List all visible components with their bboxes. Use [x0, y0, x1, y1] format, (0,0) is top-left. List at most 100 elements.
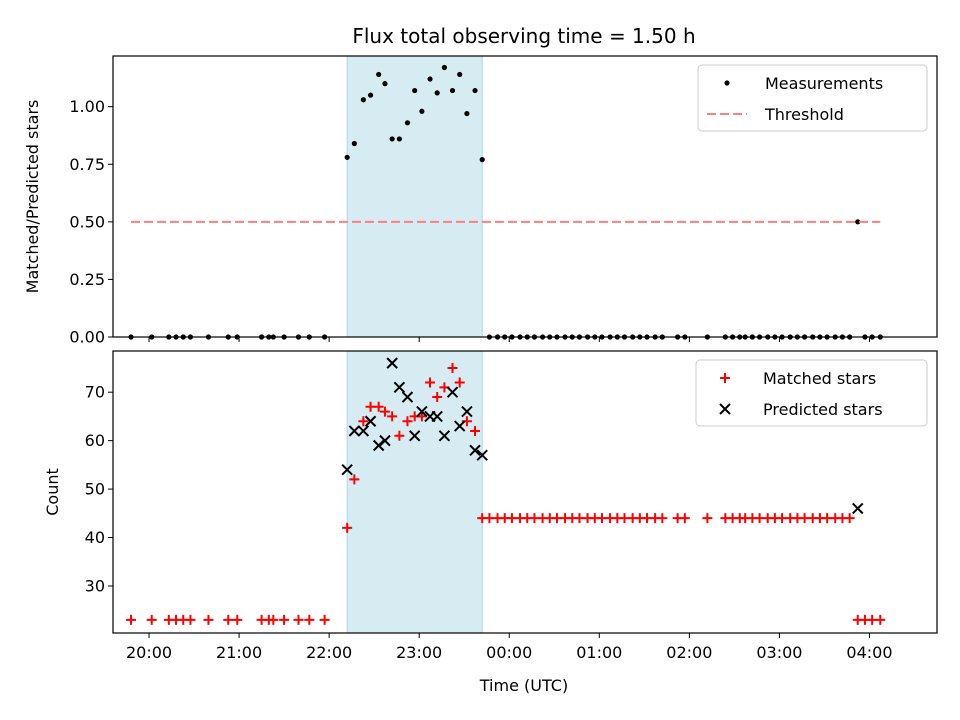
- matched-star-point: [454, 377, 465, 388]
- x-tick-label: 21:00: [216, 643, 262, 662]
- matched-star-point: [416, 411, 427, 422]
- matched-star-point: [293, 614, 304, 625]
- bottom-series: [126, 357, 886, 625]
- measurement-point: [404, 120, 411, 126]
- observing-window-span: [346, 55, 483, 338]
- matched-star-point: [203, 614, 214, 625]
- x-tick-label: 01:00: [576, 643, 622, 662]
- x-tick-label: 20:00: [126, 643, 172, 662]
- matched-star-point: [185, 614, 196, 625]
- y-tick-label: 40: [85, 528, 105, 547]
- measurement-point: [479, 157, 485, 163]
- matched-star-point: [387, 411, 398, 422]
- top-panel: 0.00 0.25 0.50 0.75 1.00 Matched/Predicted s…: [23, 55, 938, 347]
- top-x-ticks: [148, 337, 870, 342]
- matched-star-point: [342, 522, 353, 533]
- legend-marker: [720, 373, 730, 383]
- matched-star-point: [447, 362, 458, 373]
- predicted-star-point: [386, 357, 398, 369]
- measurement-point: [412, 87, 418, 94]
- predicted-star-point: [357, 425, 370, 437]
- x-tick-label: 02:00: [666, 643, 712, 662]
- measurement-point: [396, 136, 402, 142]
- x-tick-label: 23:00: [396, 643, 442, 662]
- bottom-y-ticks: 30 40 50 60 70: [85, 383, 113, 596]
- legend-label: Matched stars: [763, 369, 876, 388]
- matched-star-point: [319, 614, 330, 625]
- y-tick-label: 50: [85, 480, 105, 499]
- predicted-star-point: [401, 391, 414, 403]
- predicted-star-point: [461, 405, 473, 418]
- matched-star-point: [279, 614, 290, 625]
- y-tick-label: 30: [85, 577, 105, 596]
- legend-box: [697, 64, 928, 132]
- y-tick-label: 0.25: [69, 270, 105, 289]
- y-tick-label: 0.00: [69, 328, 105, 347]
- bottom-axes-frame: [112, 350, 938, 634]
- measurement-point: [472, 87, 478, 94]
- chart-title: Flux total observing time = 1.50 h: [352, 24, 695, 48]
- predicted-star-point: [476, 449, 488, 461]
- matched-star-point: [657, 513, 668, 524]
- measurement-point: [464, 110, 470, 117]
- predicted-star-point: [364, 415, 377, 427]
- matched-star-point: [424, 377, 435, 388]
- observing-window-span: [346, 350, 483, 634]
- matched-star-point: [679, 513, 690, 524]
- bottom-y-axis-label: Count: [43, 468, 62, 516]
- predicted-star-point: [393, 381, 406, 394]
- measurement-point: [344, 154, 350, 160]
- legend-label: Predicted stars: [763, 400, 883, 419]
- measurement-point: [419, 108, 425, 114]
- legend-label: Measurements: [765, 74, 883, 93]
- bottom-legend: Matched stars Predicted stars: [695, 359, 928, 427]
- matched-star-point: [268, 614, 279, 625]
- predicted-star-point: [416, 405, 428, 418]
- predicted-star-point: [408, 430, 421, 442]
- predicted-star-point: [372, 439, 385, 452]
- predicted-star-point: [341, 464, 353, 476]
- predicted-star-point: [454, 420, 466, 432]
- measurement-point: [360, 97, 366, 103]
- matched-star-point: [402, 416, 413, 427]
- top-axes-frame: [112, 55, 938, 338]
- x-tick-label: 22:00: [306, 643, 352, 662]
- bottom-panel: 30 40 50 60 70 20:00 21:00 22:00 23:00 00:00 01:0…: [43, 350, 938, 662]
- x-axis-label: Time (UTC): [479, 676, 568, 695]
- top-legend: Measurements Threshold: [697, 64, 928, 132]
- matched-star-point: [146, 614, 157, 625]
- predicted-star-point: [348, 425, 361, 437]
- y-tick-label: 0.75: [69, 155, 105, 174]
- predicted-star-point: [431, 410, 443, 423]
- measurement-point: [376, 71, 382, 78]
- legend-label: Threshold: [764, 105, 844, 124]
- predicted-star-point: [852, 502, 864, 515]
- measurement-point: [382, 81, 388, 87]
- bottom-x-ticks: 20:00 21:00 22:00 23:00 00:00 01:00 02:00 03:00…: [126, 633, 893, 662]
- predicted-star-point: [438, 430, 451, 442]
- top-y-ticks: 0.00 0.25 0.50 0.75 1.00: [69, 97, 113, 347]
- matched-star-point: [379, 406, 390, 417]
- predicted-star-point: [446, 386, 459, 398]
- matched-star-point: [232, 614, 243, 625]
- y-tick-label: 0.50: [69, 212, 105, 231]
- measurement-point: [367, 92, 374, 98]
- measurement-point: [457, 71, 463, 78]
- matched-star-point: [394, 430, 405, 441]
- matched-star-point: [223, 614, 234, 625]
- measurement-point: [441, 64, 448, 71]
- matched-star-point: [844, 513, 855, 524]
- matched-star-point: [875, 614, 886, 625]
- legend-marker: [719, 403, 731, 415]
- measurement-point: [449, 87, 456, 94]
- matched-star-point: [432, 392, 443, 403]
- x-tick-label: 03:00: [756, 643, 802, 662]
- y-tick-label: 1.00: [69, 97, 105, 116]
- y-tick-label: 60: [85, 431, 105, 450]
- matched-star-point: [126, 614, 137, 625]
- measurement-point: [389, 136, 395, 142]
- x-tick-label: 00:00: [486, 643, 532, 662]
- matched-star-point: [470, 425, 481, 436]
- matched-star-point: [358, 416, 369, 427]
